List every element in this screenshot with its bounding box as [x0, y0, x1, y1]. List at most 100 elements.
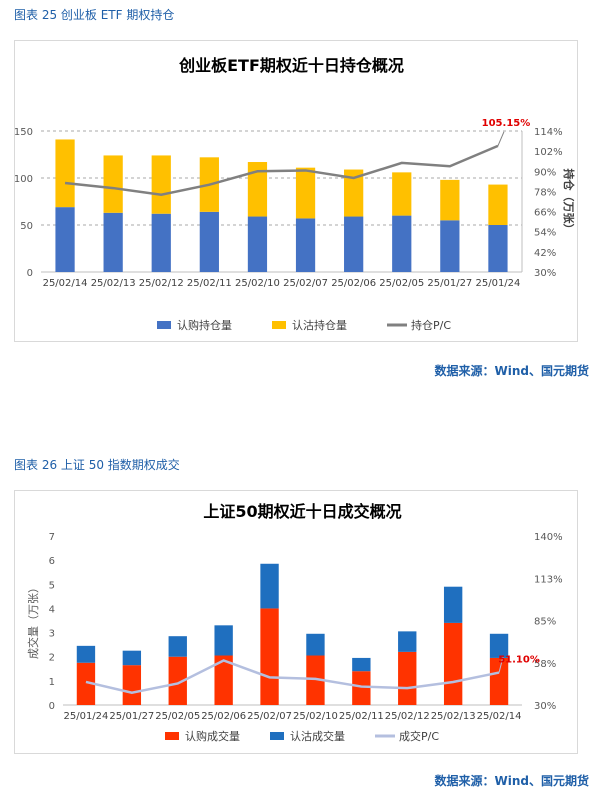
annotation-leader — [497, 131, 505, 147]
oi-chart: 创业板ETF期权近十日持仓概况 0 50 100 150 30% 42% 54% 66% 78% 9… — [14, 56, 576, 332]
x-tick-label: 25/02/14 — [477, 711, 522, 722]
y-tick-label: 0 — [49, 701, 55, 712]
y2-tick-label: 30% — [534, 701, 556, 712]
x-tick-label: 25/02/11 — [339, 711, 384, 722]
bar-5-series-1 — [247, 216, 268, 272]
legend-swatch-1 — [165, 732, 179, 740]
figure-caption-2: 图表 26 上证 50 指数期权成交 — [14, 458, 180, 472]
bar-1-series-2 — [76, 645, 96, 663]
y-tick-label: 0 — [27, 268, 33, 279]
x-tick-label: 25/01/27 — [427, 278, 472, 289]
bar-3-series-1 — [151, 213, 171, 272]
legend-label-3: 成交P/C — [399, 729, 439, 743]
y2-tick-label: 42% — [534, 248, 556, 259]
x-tick-label: 25/02/12 — [139, 278, 184, 289]
bar-8-series-1 — [392, 215, 412, 272]
bar-9-series-2 — [440, 179, 460, 221]
bar-4-series-1 — [214, 655, 233, 705]
y-tick-label: 6 — [49, 556, 55, 567]
chart-title: 上证50期权近十日成交概况 — [203, 502, 401, 521]
bar-7-series-2 — [344, 169, 364, 217]
bar-5-series-2 — [260, 563, 279, 609]
y2-tick-label: 30% — [534, 268, 556, 279]
volume-chart: 上证50期权近十日成交概况 0 1 2 3 4 5 6 7 30% 58% 85% 113% 140% 25… — [26, 502, 563, 743]
y2-tick-label: 54% — [534, 228, 556, 239]
pc-annotation: 51.10% — [498, 655, 540, 666]
bar-1-series-1 — [76, 662, 96, 705]
bar-10-series-1 — [488, 225, 508, 272]
bar-3-series-2 — [151, 155, 171, 214]
y2-axis-label: 持仓（万张） — [562, 169, 576, 235]
bar-2-series-1 — [122, 665, 142, 705]
bar-3-series-2 — [168, 636, 187, 657]
bar-2-series-2 — [103, 155, 123, 213]
x-tick-label: 25/02/14 — [43, 278, 88, 289]
bar-6-series-2 — [295, 167, 316, 219]
bar-9-series-1 — [443, 622, 463, 705]
bar-6-series-1 — [306, 655, 325, 705]
y-tick-label: 100 — [15, 174, 33, 185]
source-note-1: 数据来源：Wind、国元期货 — [434, 364, 589, 378]
bar-2-series-1 — [103, 212, 123, 272]
x-tick-label: 25/01/24 — [63, 711, 108, 722]
bar-10-series-2 — [488, 184, 508, 225]
y2-tick-label: 113% — [534, 574, 563, 585]
y2-tick-label: 140% — [534, 532, 563, 543]
legend-swatch-2 — [270, 732, 284, 740]
pc-line — [85, 659, 500, 694]
bar-7-series-1 — [352, 671, 371, 705]
y-axis-label: 成交量（万张） — [26, 582, 40, 659]
bar-3-series-1 — [168, 656, 187, 705]
bar-4-series-2 — [214, 625, 233, 656]
chart-title: 创业板ETF期权近十日持仓概况 — [178, 56, 404, 75]
bar-10-series-2 — [489, 633, 509, 658]
x-tick-label: 25/01/24 — [475, 278, 520, 289]
x-tick-label: 25/02/11 — [187, 278, 232, 289]
y-tick-label: 4 — [49, 604, 55, 615]
legend-label-1: 认购成交量 — [185, 729, 240, 743]
x-tick-label: 25/02/13 — [91, 278, 136, 289]
bar-7-series-2 — [352, 657, 371, 672]
x-tick-label: 25/02/10 — [235, 278, 280, 289]
y2-tick-label: 102% — [534, 147, 563, 158]
x-tick-label: 25/02/10 — [293, 711, 338, 722]
y-tick-label: 2 — [49, 653, 55, 664]
chart-container-2: 上证50期权近十日成交概况 0 1 2 3 4 5 6 7 30% 58% 85% 113% 140% 25… — [14, 490, 578, 754]
legend-label-2: 认沽成交量 — [290, 729, 345, 743]
bar-10-series-1 — [489, 657, 509, 705]
bar-8-series-2 — [392, 172, 412, 216]
y-tick-label: 50 — [20, 221, 33, 232]
pc-annotation: 105.15% — [482, 118, 531, 129]
x-tick-label: 25/01/27 — [109, 711, 154, 722]
x-tick-label: 25/02/06 — [201, 711, 246, 722]
bar-8-series-1 — [398, 651, 417, 705]
source-note-2: 数据来源：Wind、国元期货 — [434, 774, 589, 788]
x-tick-label: 25/02/05 — [379, 278, 424, 289]
y-tick-label: 1 — [49, 677, 55, 688]
legend-label-3: 持仓P/C — [411, 318, 451, 332]
y2-tick-label: 78% — [534, 187, 556, 198]
legend-label-1: 认购持仓量 — [177, 318, 232, 332]
x-tick-label: 25/02/05 — [155, 711, 200, 722]
x-tick-label: 25/02/07 — [283, 278, 328, 289]
bar-6-series-2 — [306, 633, 325, 656]
x-tick-label: 25/02/13 — [431, 711, 476, 722]
bar-2-series-2 — [122, 650, 142, 666]
y-tick-label: 3 — [49, 629, 55, 640]
bar-1-series-1 — [55, 207, 75, 272]
pc-line — [64, 144, 499, 197]
chart-container-1: 创业板ETF期权近十日持仓概况 0 50 100 150 30% 42% 54% 66% 78% 9… — [14, 40, 578, 342]
y2-tick-label: 66% — [534, 208, 556, 219]
legend-swatch-1 — [157, 321, 171, 329]
legend-swatch-2 — [272, 321, 286, 329]
y-tick-label: 5 — [49, 580, 55, 591]
bar-4-series-1 — [199, 211, 219, 272]
bar-8-series-2 — [398, 631, 417, 652]
annotation-leader — [498, 656, 504, 673]
bar-1-series-2 — [55, 139, 75, 208]
bar-5-series-1 — [260, 608, 279, 705]
y2-tick-label: 114% — [534, 127, 563, 138]
y2-tick-label: 58% — [534, 659, 556, 670]
bar-9-series-2 — [443, 586, 463, 623]
y-tick-label: 150 — [15, 127, 33, 138]
